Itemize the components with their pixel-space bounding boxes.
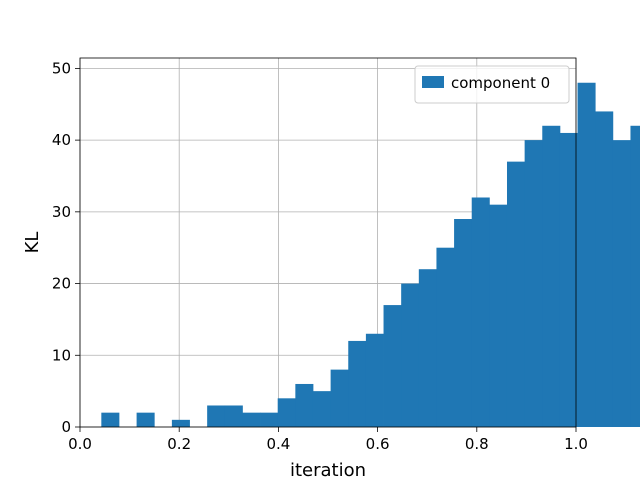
y-axis-label: KL [22, 232, 43, 254]
histogram-bar [277, 398, 296, 427]
histogram-bar [436, 247, 455, 427]
y-tick-label: 30 [52, 203, 71, 221]
y-tick-label: 50 [52, 59, 71, 77]
legend-label: component 0 [451, 74, 550, 92]
x-tick-label: 0.8 [465, 435, 489, 453]
histogram-bar [136, 412, 155, 427]
y-tick-label: 0 [61, 418, 71, 436]
x-tick-label: 0.4 [266, 435, 290, 453]
x-tick-label: 0.0 [68, 435, 92, 453]
histogram-bar [224, 405, 243, 427]
y-ticks: 0 10 20 30 40 50 [52, 59, 80, 436]
histogram-bar [489, 204, 508, 427]
x-tick-label: 0.6 [366, 435, 390, 453]
histogram-bar [418, 269, 437, 427]
histogram-bar [383, 305, 402, 427]
histogram-bar [348, 340, 367, 427]
histogram-bar [242, 412, 261, 427]
histogram-bar [454, 219, 473, 427]
histogram-bar [524, 140, 543, 427]
plot-frame [79, 57, 577, 428]
histogram-bar [595, 111, 614, 427]
y-tick-label: 10 [52, 346, 71, 364]
y-tick-label: 40 [52, 131, 71, 149]
y-tick-label: 20 [52, 275, 71, 293]
x-tick-label: 1.0 [564, 435, 588, 453]
histogram-bar [506, 161, 526, 428]
legend-swatch [422, 76, 444, 88]
histogram-bar [577, 82, 596, 427]
bars [101, 82, 640, 428]
histogram-bar [471, 197, 490, 427]
histogram-bar [101, 412, 120, 427]
histogram-bar [542, 125, 561, 427]
histogram-bar [295, 383, 314, 427]
histogram-bar [401, 283, 420, 427]
histogram-bar [207, 405, 226, 427]
x-axis-label: iteration [290, 460, 366, 480]
legend-box [414, 65, 570, 104]
histogram-bar [365, 333, 384, 427]
histogram-bar [171, 419, 190, 427]
histogram-bar [330, 369, 349, 427]
legend: component 0 [414, 65, 570, 104]
plot-border [79, 57, 577, 428]
histogram-bar [630, 125, 640, 427]
histogram-bar [312, 391, 332, 427]
histogram-bar [260, 412, 279, 427]
histogram-bar [559, 132, 578, 428]
x-ticks: 0.0 0.2 0.4 0.6 0.8 1.0 [68, 427, 588, 453]
histogram-bar [612, 140, 631, 427]
x-tick-label: 0.2 [167, 435, 191, 453]
